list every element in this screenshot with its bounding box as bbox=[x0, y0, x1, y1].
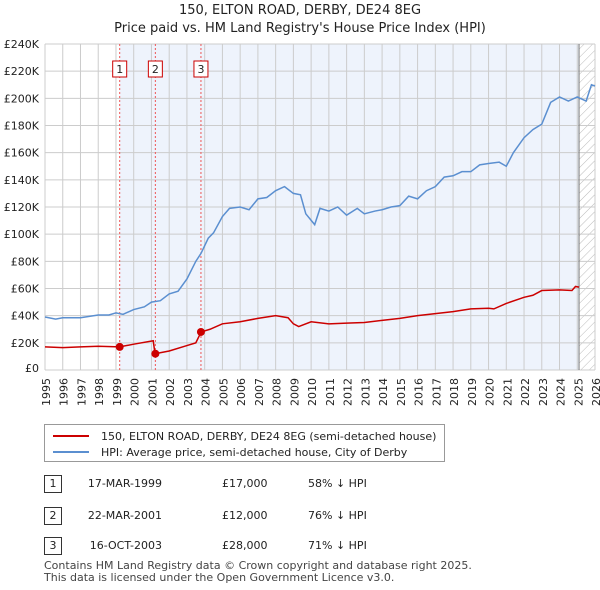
x-tick-label: 2017 bbox=[430, 378, 443, 406]
x-tick-label: 2006 bbox=[235, 378, 248, 406]
price: £17,000 bbox=[222, 477, 268, 490]
x-tick-label: 1996 bbox=[58, 378, 71, 406]
x-tick-label: 2019 bbox=[466, 378, 479, 406]
date: 17-MAR-1999 bbox=[87, 477, 162, 490]
copyright-line: Contains HM Land Registry data © Crown c… bbox=[44, 559, 472, 572]
x-tick-label: 2007 bbox=[253, 378, 266, 406]
y-tick-label: £60K bbox=[11, 283, 40, 296]
x-tick-label: 2010 bbox=[306, 378, 319, 406]
subtitle-line: Price paid vs. HM Land Registry's House … bbox=[114, 21, 486, 36]
hpi-diff: 58% ↓ HPI bbox=[308, 477, 367, 490]
y-tick-label: £220K bbox=[4, 65, 40, 78]
sale-label-box bbox=[193, 60, 209, 78]
x-tick-label: 1998 bbox=[93, 378, 106, 406]
x-tick-label: 2020 bbox=[484, 378, 497, 406]
y-tick-label: £240K bbox=[4, 38, 40, 51]
y-tick-label: £160K bbox=[4, 147, 40, 160]
y-tick-label: £120K bbox=[4, 201, 40, 214]
x-tick-label: 2016 bbox=[413, 378, 426, 406]
x-tick-label: 2001 bbox=[146, 378, 159, 406]
x-tick-label: 2022 bbox=[519, 378, 532, 406]
sale-label: 1 bbox=[116, 63, 123, 76]
blue-line-swatch bbox=[53, 451, 89, 453]
x-tick-label: 2003 bbox=[182, 378, 195, 406]
hpi-diff: 71% ↓ HPI bbox=[308, 539, 367, 552]
legend-label: 150, ELTON ROAD, DERBY, DE24 8EG (semi-d… bbox=[101, 429, 437, 443]
y-tick-label: £80K bbox=[11, 255, 40, 268]
sale-point bbox=[151, 349, 160, 358]
x-tick-label: 2014 bbox=[377, 378, 390, 406]
x-tick-label: 2026 bbox=[590, 378, 600, 406]
legend: 150, ELTON ROAD, DERBY, DE24 8EG (semi-d… bbox=[44, 424, 446, 462]
row-number: 3 bbox=[44, 537, 62, 555]
y-tick-label: £100K bbox=[4, 228, 40, 241]
y-tick-label: £140K bbox=[4, 174, 40, 187]
x-tick-label: 1997 bbox=[75, 378, 88, 406]
x-tick-label: 2004 bbox=[200, 378, 213, 406]
y-tick-label: £40K bbox=[11, 310, 40, 323]
x-tick-label: 1999 bbox=[111, 378, 124, 406]
x-tick-label: 2005 bbox=[217, 378, 230, 406]
sale-label: 3 bbox=[197, 63, 204, 76]
footer: Contains HM Land Registry data © Crown c… bbox=[44, 560, 472, 584]
x-tick-label: 2011 bbox=[324, 378, 337, 406]
x-tick-label: 1995 bbox=[40, 378, 53, 406]
sale-label: 2 bbox=[152, 63, 159, 76]
red-line-swatch bbox=[53, 435, 89, 437]
x-tick-label: 2024 bbox=[555, 378, 568, 406]
x-tick-label: 2025 bbox=[572, 378, 585, 406]
x-tick-label: 2002 bbox=[164, 378, 177, 406]
licence-line: This data is licensed under the Open Gov… bbox=[44, 571, 395, 584]
property-price-line bbox=[44, 285, 580, 355]
chart-title: 150, ELTON ROAD, DERBY, DE24 8EG Price pa… bbox=[0, 2, 600, 38]
price: £28,000 bbox=[222, 539, 268, 552]
hpi-diff: 76% ↓ HPI bbox=[308, 509, 367, 522]
legend-item-property: 150, ELTON ROAD, DERBY, DE24 8EG (semi-d… bbox=[53, 428, 436, 444]
x-tick-label: 2015 bbox=[395, 378, 408, 406]
row-number: 1 bbox=[44, 475, 62, 493]
row-number: 2 bbox=[44, 507, 62, 525]
sale-point bbox=[196, 327, 205, 336]
legend-label: HPI: Average price, semi-detached house,… bbox=[101, 445, 408, 459]
table-row: 1 17-MAR-1999 £17,000 58% ↓ HPI bbox=[44, 475, 564, 495]
legend-item-hpi: HPI: Average price, semi-detached house,… bbox=[53, 444, 436, 460]
x-tick-label: 2012 bbox=[342, 378, 355, 406]
y-tick-label: £200K bbox=[4, 92, 40, 105]
x-tick-label: 2021 bbox=[501, 378, 514, 406]
y-tick-label: £0 bbox=[25, 362, 39, 375]
title-line: 150, ELTON ROAD, DERBY, DE24 8EG bbox=[178, 3, 422, 18]
table-row: 3 16-OCT-2003 £28,000 71% ↓ HPI bbox=[44, 537, 564, 557]
x-tick-label: 2023 bbox=[537, 378, 550, 406]
x-tick-label: 2018 bbox=[448, 378, 461, 406]
x-tick-label: 2000 bbox=[129, 378, 142, 406]
price-chart: 1995 1996 1997 1998 1999 2000 2001 2002 2003 2004… bbox=[4, 38, 600, 406]
y-tick-label: £20K bbox=[11, 337, 40, 350]
hpi-line bbox=[44, 83, 596, 320]
date: 16-OCT-2003 bbox=[89, 539, 162, 552]
x-tick-label: 2008 bbox=[271, 378, 284, 406]
date: 22-MAR-2001 bbox=[87, 509, 162, 522]
table-row: 2 22-MAR-2001 £12,000 76% ↓ HPI bbox=[44, 507, 564, 527]
y-tick-label: £180K bbox=[4, 120, 40, 133]
x-tick-label: 2009 bbox=[288, 378, 301, 406]
sale-point bbox=[115, 342, 124, 351]
price: £12,000 bbox=[222, 509, 268, 522]
sale-label-box bbox=[147, 60, 163, 78]
sale-label-box bbox=[112, 60, 128, 78]
x-tick-label: 2013 bbox=[359, 378, 372, 406]
